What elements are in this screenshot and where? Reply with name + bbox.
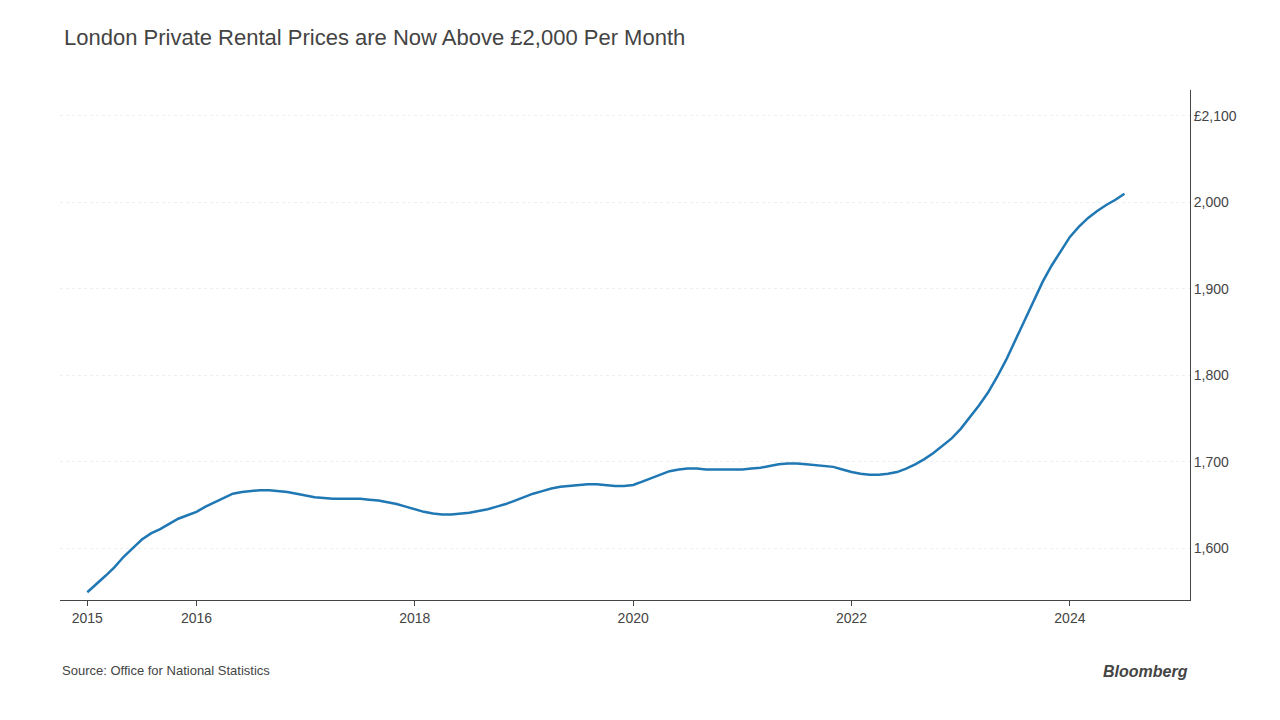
svg-text:Source: Office for National St: Source: Office for National Statistics bbox=[62, 663, 270, 678]
svg-text:1,700: 1,700 bbox=[1194, 454, 1229, 470]
svg-text:2022: 2022 bbox=[836, 610, 867, 626]
svg-text:2015: 2015 bbox=[72, 610, 103, 626]
svg-text:£2,100: £2,100 bbox=[1194, 108, 1237, 124]
svg-text:1,800: 1,800 bbox=[1194, 367, 1229, 383]
svg-text:2024: 2024 bbox=[1054, 610, 1085, 626]
svg-text:London Private Rental Prices a: London Private Rental Prices are Now Abo… bbox=[64, 25, 685, 50]
svg-text:1,900: 1,900 bbox=[1194, 281, 1229, 297]
svg-text:Bloomberg: Bloomberg bbox=[1103, 663, 1188, 680]
svg-text:2018: 2018 bbox=[399, 610, 430, 626]
svg-text:2016: 2016 bbox=[181, 610, 212, 626]
svg-text:2020: 2020 bbox=[618, 610, 649, 626]
svg-text:1,600: 1,600 bbox=[1194, 540, 1229, 556]
svg-text:2,000: 2,000 bbox=[1194, 194, 1229, 210]
